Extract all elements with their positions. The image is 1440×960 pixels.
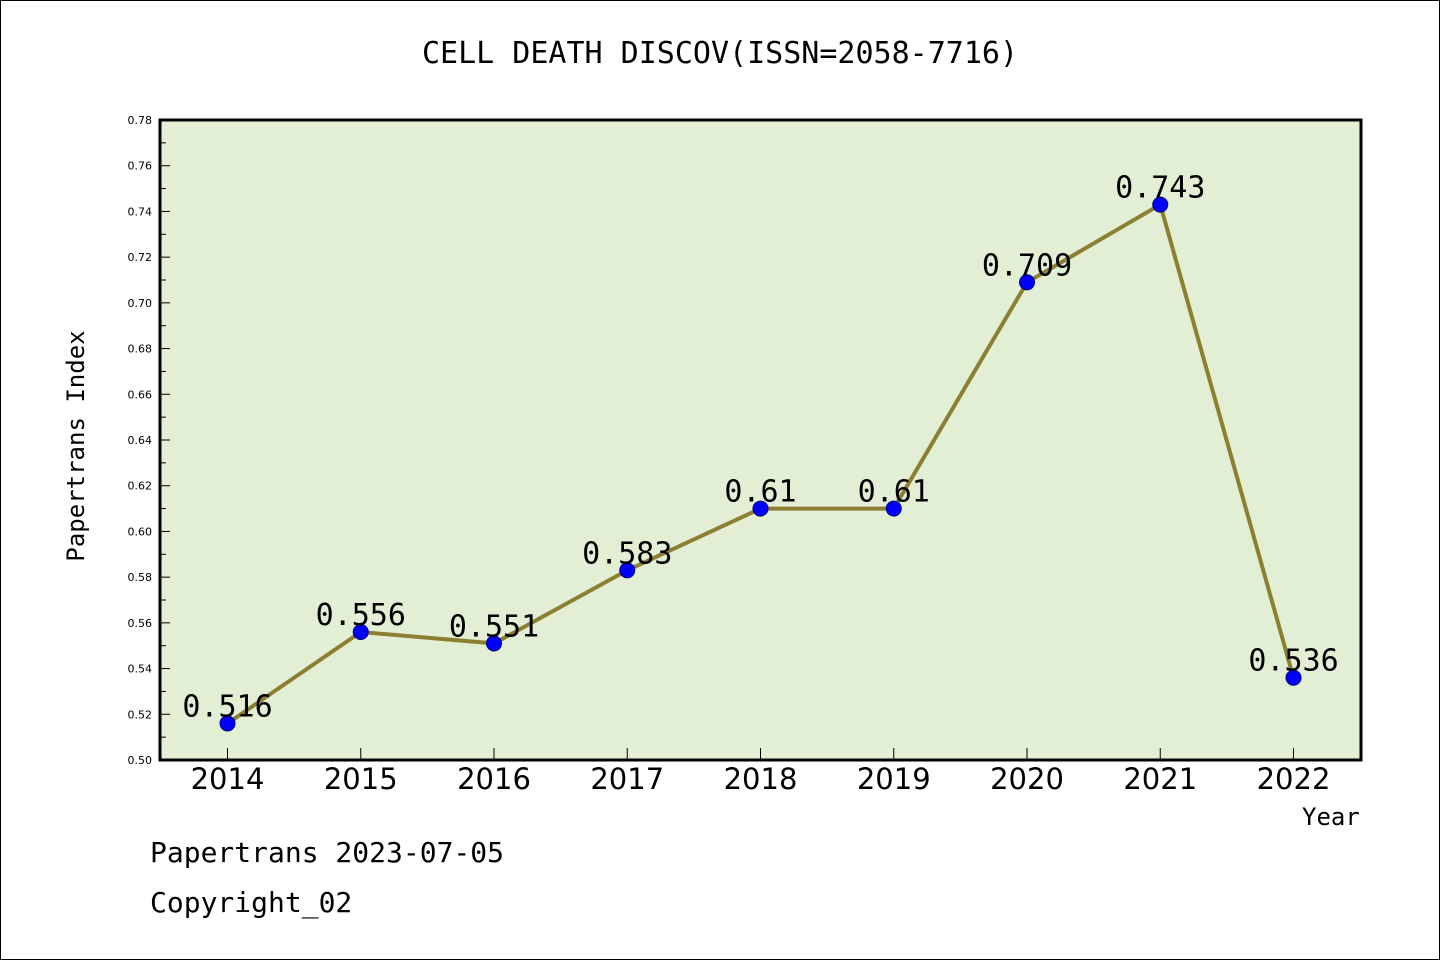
x-tick-label: 2021	[1123, 762, 1197, 796]
data-label: 0.536	[1248, 644, 1338, 679]
x-tick-label: 2015	[324, 762, 398, 796]
data-label: 0.516	[182, 689, 272, 724]
data-labels: 0.516 0.556 0.551 0.583 0.61 0.61 0.709 0.743 0.…	[182, 171, 1338, 725]
y-tick-label: 0.60	[128, 525, 153, 538]
y-axis-label: Papertrans Index	[62, 330, 90, 562]
data-point	[1019, 274, 1035, 291]
data-label: 0.61	[858, 475, 930, 510]
footer-date: Papertrans 2023-07-05	[150, 836, 505, 869]
y-tick-label: 0.54	[128, 663, 153, 676]
x-tick-label: 2016	[457, 762, 531, 796]
data-point	[486, 635, 502, 652]
data-markers	[219, 196, 1302, 732]
y-tick-label: 0.76	[128, 160, 153, 173]
y-tick-label: 0.68	[128, 343, 153, 356]
data-label: 0.61	[724, 475, 796, 510]
x-tick-label: 2022	[1257, 762, 1331, 796]
y-tick-label: 0.78	[128, 114, 153, 127]
x-tick-label: 2020	[990, 762, 1064, 796]
x-axis: 2014 2015 2016 2017 2018 2019 2020 2021 2022	[191, 748, 1331, 796]
y-tick-label: 0.72	[128, 251, 153, 264]
x-tick-label: 2018	[724, 762, 798, 796]
data-label: 0.583	[582, 536, 672, 571]
y-tick-label: 0.50	[128, 754, 153, 767]
data-point	[1152, 196, 1169, 213]
x-axis-label: Year	[1302, 803, 1360, 831]
data-label: 0.556	[316, 598, 406, 633]
data-point	[752, 500, 769, 517]
y-tick-label: 0.52	[128, 708, 153, 721]
y-tick-label: 0.56	[128, 617, 153, 630]
y-tick-label: 0.64	[128, 434, 153, 447]
y-tick-label: 0.70	[128, 297, 153, 310]
x-tick-label: 2014	[191, 762, 265, 796]
y-tick-label: 0.58	[128, 571, 153, 584]
data-point	[1285, 669, 1302, 686]
plot-area	[158, 118, 1363, 762]
footer-copyright: Copyright_02	[150, 886, 353, 919]
y-tick-label: 0.74	[128, 205, 153, 218]
data-point	[885, 500, 902, 517]
data-label: 0.551	[449, 609, 539, 644]
chart-title: CELL DEATH DISCOV(ISSN=2058-7716)	[421, 36, 1019, 71]
x-tick-label: 2019	[857, 762, 931, 796]
data-label: 0.743	[1115, 171, 1205, 206]
y-tick-label: 0.62	[128, 480, 153, 493]
y-tick-label: 0.66	[128, 388, 153, 401]
data-point	[352, 624, 369, 640]
x-tick-label: 2017	[590, 762, 664, 796]
data-point	[219, 715, 236, 732]
y-axis: 0.50 0.52 0.54 0.56 0.58 0.60 0.62 0.64 0.66 0.68…	[128, 114, 170, 767]
data-point	[619, 562, 636, 579]
data-label: 0.709	[982, 248, 1072, 283]
